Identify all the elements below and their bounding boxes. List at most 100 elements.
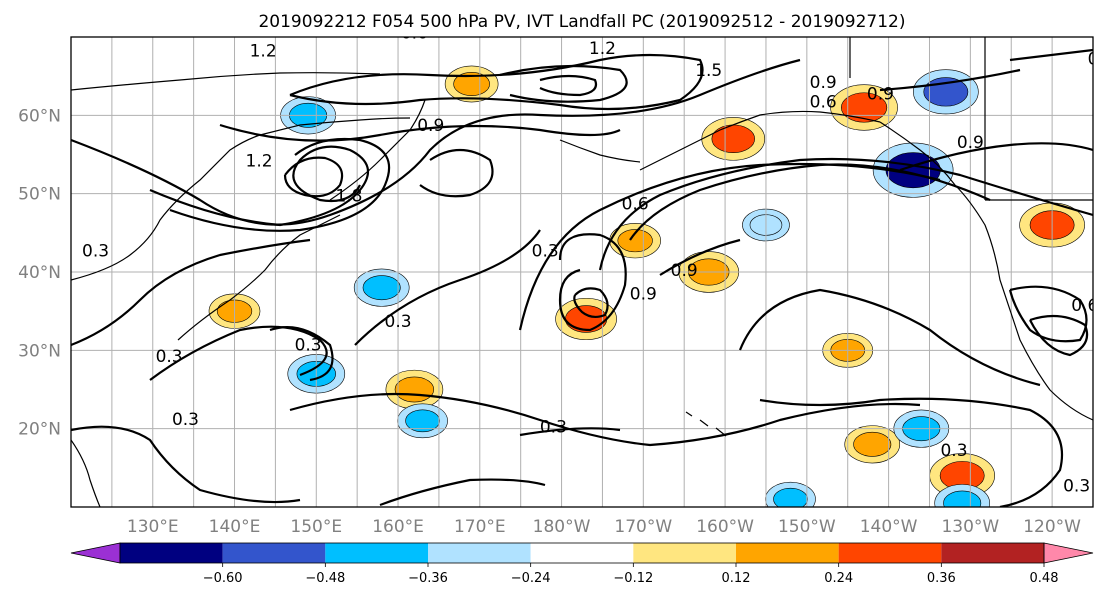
pv-anomaly-core <box>394 376 435 403</box>
pv-contour-line <box>518 162 941 331</box>
contour-value-label: 0.6 <box>1071 296 1098 316</box>
contour-value-label: 0.3 <box>156 347 183 367</box>
contour-value-label: 0.3 <box>172 410 199 430</box>
coastline-japan <box>177 214 341 341</box>
pv-anomaly-core <box>853 431 892 457</box>
pv-anomaly-core <box>453 72 490 96</box>
pv-anomaly-core <box>565 305 608 333</box>
longitude-tick-label: 120°W <box>1023 517 1081 537</box>
pv-contour-line <box>1008 285 1088 343</box>
coastline-siberia-north <box>71 72 381 91</box>
colorbar-tick-label: −0.48 <box>305 571 345 586</box>
pv-contour-line <box>419 149 494 198</box>
colorbar-tick-label: −0.12 <box>613 571 653 586</box>
pv-anomaly-core <box>711 124 755 153</box>
contour-value-label: 0.9 <box>417 116 444 136</box>
colorbar-max-extension <box>1043 542 1094 564</box>
colorbar-segment <box>120 543 223 563</box>
contour-value-label: 0.3 <box>940 441 967 461</box>
pv-contour-line <box>149 325 328 381</box>
coastline-philippines <box>71 439 101 507</box>
longitude-tick-label: 150°E <box>290 517 342 537</box>
map-frame <box>70 36 1094 508</box>
contour-value-label: 0.3 <box>295 335 322 355</box>
colorbar-tick-label: 0.48 <box>1030 571 1059 586</box>
pv-contour-line <box>289 392 921 447</box>
pv-contour-line <box>659 238 741 276</box>
latitude-tick-label: 20°N <box>18 420 61 440</box>
pv-contour-line <box>558 233 627 332</box>
longitude-tick-label: 160°W <box>696 517 754 537</box>
pv-contour-line <box>899 142 1093 172</box>
pv-contour-line <box>71 58 801 226</box>
pv-contour-line <box>598 157 1093 271</box>
coastline-alaska <box>639 110 881 171</box>
pv-contour-layer <box>71 48 1093 507</box>
contour-value-label: 0.6 <box>810 93 837 113</box>
pv-contour-line <box>71 238 311 347</box>
pv-contour-line <box>879 68 1021 92</box>
latitude-tick-label: 50°N <box>18 185 61 205</box>
pv-contour-line <box>283 156 344 198</box>
contour-value-label: 0.3 <box>82 241 109 261</box>
colorbar: −0.60 −0.48 −0.36 −0.24 −0.12 0.12 0.24 0.36 0.4… <box>70 542 1094 586</box>
colorbar-tick-label: 0.24 <box>824 571 853 586</box>
colorbar-segment <box>633 543 736 563</box>
pv-contour-line <box>759 397 1064 507</box>
colorbar-segment <box>325 543 428 563</box>
pv-contour-line <box>1009 48 1093 62</box>
latitude-tick-label: 60°N <box>18 106 61 126</box>
coastline-layer <box>71 37 1093 507</box>
longitude-tick-label: 140°W <box>860 517 918 537</box>
coastline-kamchatka <box>329 99 426 201</box>
pv-contour-line <box>519 427 621 437</box>
pv-anomaly-core <box>943 490 982 507</box>
contour-value-label: 1.2 <box>250 42 277 62</box>
pv-anomaly-core <box>773 487 808 507</box>
contour-value-label: 0.9 <box>671 261 698 281</box>
colorbar-frame <box>119 542 1045 564</box>
contour-value-label: 0.3 <box>1063 476 1090 496</box>
latitude-tick-label: 30°N <box>18 341 61 361</box>
colorbar-segment <box>530 543 634 563</box>
latitude-labels: 60°N 50°N 40°N 30°N 20°N <box>18 106 61 439</box>
longitude-tick-label: 160°E <box>372 517 424 537</box>
pv-contour-line <box>499 64 628 103</box>
colorbar-segment <box>838 543 942 563</box>
contour-value-label: 0.3 <box>385 312 412 332</box>
contour-value-label: 0.9 <box>957 133 984 153</box>
pv-anomaly-core <box>362 275 401 301</box>
pv-contour-line <box>738 288 1041 387</box>
colorbar-segment <box>736 543 839 563</box>
longitude-tick-label: 170°E <box>454 517 506 537</box>
contour-value-label: 0.9 <box>867 85 894 105</box>
colorbar-segment <box>428 543 531 563</box>
pv-contour-line <box>269 326 334 382</box>
contour-value-label: 0.9 <box>630 284 657 304</box>
graticule <box>71 37 1093 507</box>
colorbar-min-extension <box>70 542 121 564</box>
contour-value-label: 1.5 <box>695 61 722 81</box>
figure-title: 2019092212 F054 500 hPa PV, IVT Landfall… <box>258 12 905 32</box>
colorbar-segment <box>941 543 1044 563</box>
pv-contour-line <box>573 287 609 319</box>
pv-contour-line <box>289 53 704 111</box>
coastline-na-west <box>879 121 1093 421</box>
pv-contour-line <box>379 478 546 507</box>
pv-contour-line <box>71 425 301 504</box>
map-panel: 1.20.61.21.50.90.60.90.91.21.80.90.90.60… <box>71 24 1098 507</box>
contour-value-label: 0.9 <box>810 73 837 93</box>
contour-value-label: 1.8 <box>335 187 362 207</box>
pv-contour-line <box>539 74 598 97</box>
coastline-aleutians <box>559 139 641 163</box>
pv-contour-line <box>1029 314 1089 357</box>
longitude-tick-label: 180°W <box>533 517 591 537</box>
contour-labels: 1.20.61.21.50.90.60.90.91.21.80.90.90.60… <box>82 24 1098 496</box>
colorbar-tick-label: −0.36 <box>408 571 448 586</box>
contour-value-label: 1.2 <box>246 151 273 171</box>
contour-value-label: 0.6 <box>401 24 428 44</box>
contour-value-label: 0.3 <box>540 418 567 438</box>
latitude-tick-label: 40°N <box>18 263 61 283</box>
longitude-tick-label: 130°W <box>941 517 999 537</box>
